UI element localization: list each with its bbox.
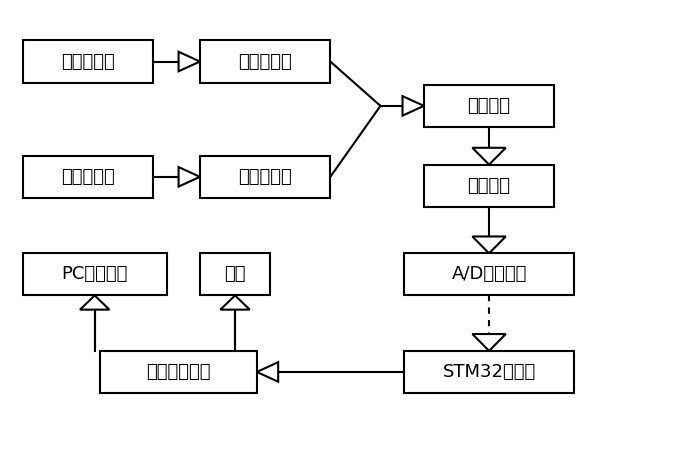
Polygon shape bbox=[220, 295, 250, 310]
FancyBboxPatch shape bbox=[23, 253, 166, 295]
FancyBboxPatch shape bbox=[200, 40, 330, 83]
FancyBboxPatch shape bbox=[424, 85, 554, 127]
Polygon shape bbox=[472, 334, 506, 351]
Text: PC显示终端: PC显示终端 bbox=[61, 265, 128, 283]
FancyBboxPatch shape bbox=[424, 165, 554, 207]
Text: STM32寄存器: STM32寄存器 bbox=[442, 363, 536, 381]
Polygon shape bbox=[472, 237, 506, 253]
Text: 压力传感器: 压力传感器 bbox=[239, 168, 292, 186]
FancyBboxPatch shape bbox=[23, 156, 153, 198]
FancyBboxPatch shape bbox=[200, 253, 270, 295]
Polygon shape bbox=[80, 295, 109, 310]
Text: 转动夹苗针: 转动夹苗针 bbox=[61, 53, 115, 70]
FancyBboxPatch shape bbox=[100, 351, 257, 393]
Text: A/D转换电路: A/D转换电路 bbox=[452, 265, 527, 283]
FancyBboxPatch shape bbox=[404, 351, 574, 393]
FancyBboxPatch shape bbox=[23, 40, 153, 83]
Text: 压力传感器: 压力传感器 bbox=[239, 53, 292, 70]
Polygon shape bbox=[179, 52, 200, 71]
FancyBboxPatch shape bbox=[404, 253, 574, 295]
Text: 放大电路: 放大电路 bbox=[468, 177, 511, 195]
Polygon shape bbox=[402, 96, 424, 116]
Text: 无线传输模块: 无线传输模块 bbox=[146, 363, 210, 381]
FancyBboxPatch shape bbox=[200, 156, 330, 198]
Polygon shape bbox=[472, 148, 506, 165]
Text: 滤波电路: 滤波电路 bbox=[468, 97, 511, 115]
Polygon shape bbox=[257, 362, 278, 382]
Text: 转动夹苗针: 转动夹苗针 bbox=[61, 168, 115, 186]
Polygon shape bbox=[179, 167, 200, 187]
Text: 手机: 手机 bbox=[224, 265, 246, 283]
